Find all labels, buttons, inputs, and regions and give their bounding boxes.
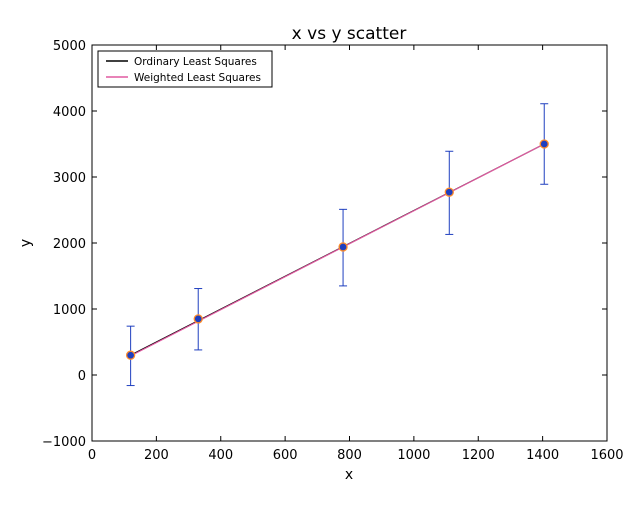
- x-tick-label: 1200: [462, 448, 495, 463]
- legend-box: [97, 50, 273, 88]
- data-point: [193, 314, 203, 324]
- legend-label: Weighted Least Squares: [134, 72, 261, 84]
- y-tick-label: 5000: [53, 39, 86, 54]
- y-axis-label: y: [18, 239, 34, 247]
- data-point: [444, 187, 454, 197]
- legend-label: Ordinary Least Squares: [134, 56, 257, 68]
- x-tick-label: 1000: [397, 448, 430, 463]
- data-point: [539, 139, 549, 149]
- y-tick-label: 3000: [53, 171, 86, 186]
- y-tick-label: 0: [78, 369, 86, 384]
- chart-title: x vs y scatter: [292, 24, 407, 44]
- series-line: [130, 143, 545, 357]
- x-tick-label: 1600: [590, 448, 623, 463]
- legend: Ordinary Least Squares Weighted Least Squ…: [97, 50, 273, 88]
- data-point: [125, 350, 136, 360]
- x-tick-label: 200: [144, 448, 169, 463]
- y-tick-label: 2000: [53, 237, 86, 252]
- x-tick-label: 1400: [526, 448, 559, 463]
- data-point: [338, 242, 348, 252]
- y-tick-label: 1000: [53, 303, 86, 318]
- x-tick-label: 600: [273, 448, 298, 463]
- x-tick-label: 400: [208, 448, 233, 463]
- x-axis-label: x: [345, 467, 353, 483]
- x-tick-label: 0: [88, 448, 96, 463]
- plot-area: 0 200 400 600 800 1000 1200 1400 1600−1000010002…: [42, 39, 624, 463]
- y-tick-label: 4000: [53, 105, 86, 120]
- y-tick-label: −1000: [42, 435, 86, 450]
- x-tick-label: 800: [337, 448, 362, 463]
